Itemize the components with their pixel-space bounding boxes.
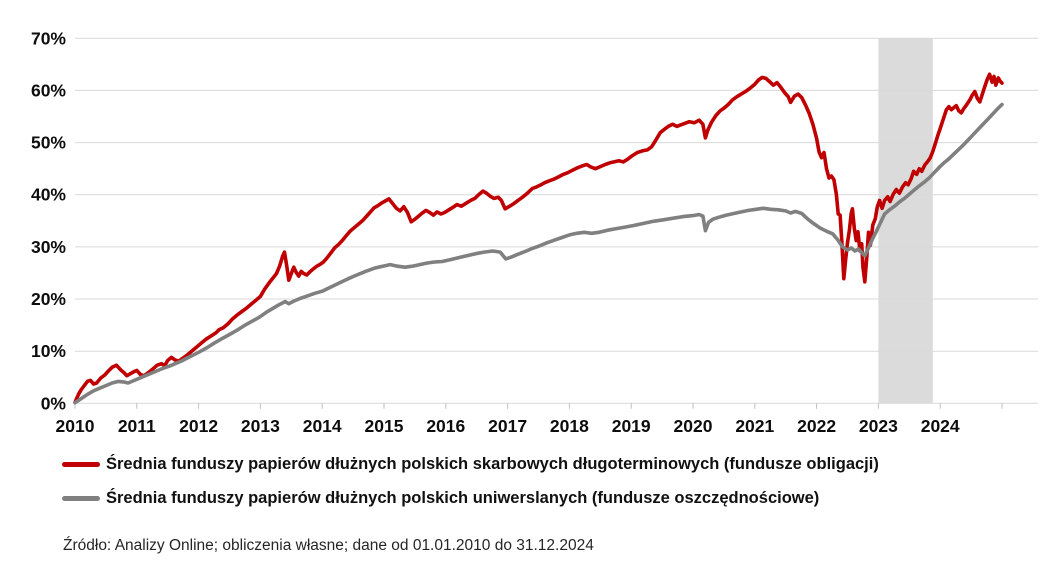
red-line-swatch (62, 461, 100, 467)
x-tick-label: 2016 (426, 416, 465, 436)
x-tick-label: 2013 (241, 416, 280, 436)
x-tick-label: 2015 (365, 416, 404, 436)
y-tick-label: 10% (31, 341, 66, 361)
legend: Średnia funduszy papierów dłużnych polsk… (62, 452, 879, 520)
x-tick-label: 2011 (118, 416, 156, 436)
x-tick-label: 2021 (735, 416, 774, 436)
x-tick-label: 2018 (550, 416, 589, 436)
chart-container: 0% 10% 20% 30% 40% 50% 60% 70% 2010 2011 2012 2013 2… (31, 28, 1038, 554)
chart-canvas: 0% 10% 20% 30% 40% 50% 60% 70% 2010 2011 2012 2013 2… (31, 28, 1038, 436)
series-line-obligacje (73, 72, 1004, 405)
gray-line-swatch (62, 495, 100, 501)
x-tick-label: 2020 (674, 416, 713, 436)
x-tick-label: 2022 (797, 416, 836, 436)
series-line-oszczednosciowe (73, 102, 1004, 405)
y-tick-label: 0% (41, 393, 67, 413)
x-tick-label: 2019 (612, 416, 651, 436)
source-note: Źródło: Analizy Online; obliczenia własn… (63, 537, 594, 554)
x-tick-label: 2014 (303, 416, 342, 436)
x-tick-label: 2024 (921, 416, 960, 436)
y-tick-label: 70% (31, 28, 66, 48)
y-tick-label: 60% (31, 80, 66, 100)
y-tick-label: 40% (31, 185, 66, 205)
legend-label-oszczednosciowe: Średnia funduszy papierów dłużnych polsk… (106, 488, 820, 507)
legend-label-obligacje: Średnia funduszy papierów dłużnych polsk… (106, 454, 879, 473)
highlight-band-2023 (878, 38, 933, 404)
y-tick-label: 50% (31, 133, 66, 153)
y-tick-label: 30% (31, 237, 66, 257)
legend-item-obligacje: Średnia funduszy papierów dłużnych polsk… (62, 452, 879, 476)
x-tick-label: 2010 (56, 416, 95, 436)
x-tick-label: 2012 (179, 416, 218, 436)
x-tick-label: 2017 (488, 416, 527, 436)
x-tick-label: 2023 (859, 416, 898, 436)
y-tick-label: 20% (31, 289, 66, 309)
legend-item-oszczednosciowe: Średnia funduszy papierów dłużnych polsk… (62, 486, 879, 510)
